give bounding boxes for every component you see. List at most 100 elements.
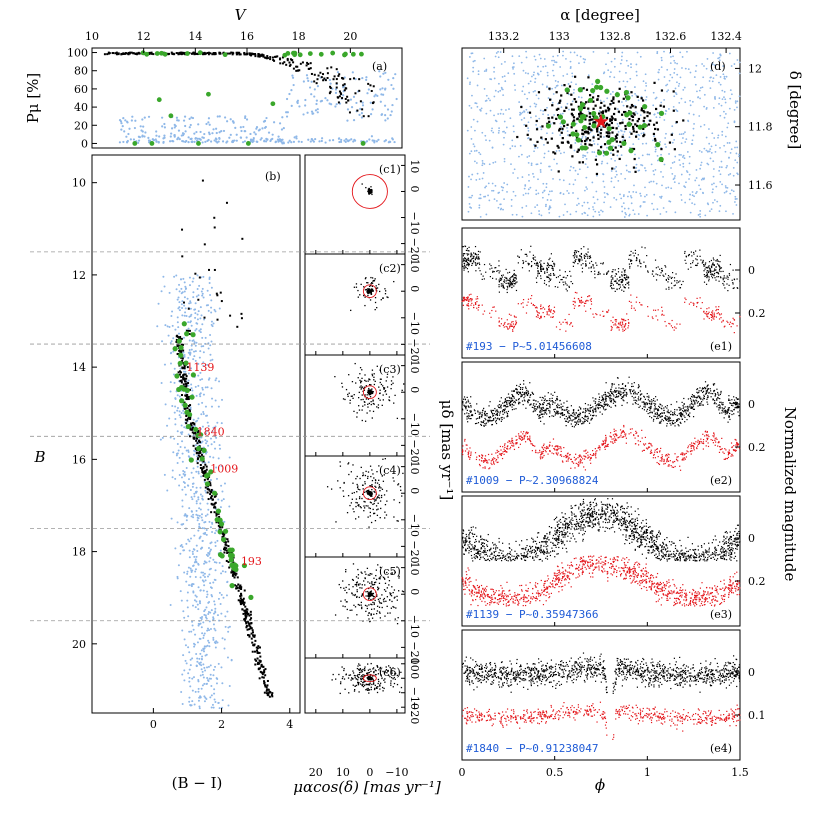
panel-d-field-point <box>603 186 606 188</box>
panel-c-pm-point <box>369 410 371 412</box>
panel-e-red-point <box>514 316 516 318</box>
panel-b-field-point <box>207 425 210 428</box>
panel-b-field-point <box>230 659 233 662</box>
panel-c-pm-point <box>378 283 380 286</box>
panel-d-variable-point <box>593 115 599 121</box>
panel-e-red-point <box>520 303 522 305</box>
panel-c-pm-point <box>352 586 354 588</box>
panel-d-field-point <box>525 205 528 207</box>
panel-d-field-point <box>514 89 517 91</box>
panel-d-member-point <box>647 123 651 126</box>
panel-d-field-point <box>698 115 701 117</box>
panel-c-pm-point <box>373 596 375 598</box>
panel-b-member-point <box>190 422 193 425</box>
panel-a-member-point <box>231 53 234 56</box>
panel-b-field-point <box>203 610 206 613</box>
panel-b-field-point <box>199 602 202 605</box>
panel-a-field-point <box>389 113 392 117</box>
panel-b-field-point <box>194 385 197 388</box>
panel-d-member-point <box>561 137 564 140</box>
panel-c-pm-point <box>365 277 367 279</box>
panel-c-pm-point <box>373 512 376 515</box>
panel-b-field-point <box>191 569 194 572</box>
panel-a-member-point <box>358 89 361 92</box>
panel-b-member-point <box>196 462 199 465</box>
panel-c-pm-point <box>349 399 351 402</box>
panel-a-member-point <box>305 64 308 67</box>
panel-c-pm-point <box>367 581 369 583</box>
panel-b-member-point <box>221 536 224 539</box>
panel-c-pm-point <box>368 387 370 390</box>
panel-c-pm-point <box>396 622 399 625</box>
panel-b-member-point <box>205 465 208 468</box>
panel-b-field-point <box>182 472 185 475</box>
panel-c-pm-point <box>366 607 369 610</box>
panel-c-pm-point <box>398 577 400 579</box>
panel-a-field-point <box>338 140 341 144</box>
panel-c-pm-point <box>376 687 378 689</box>
panel-c-pm-point <box>360 388 362 390</box>
panel-b-field-point <box>176 430 179 433</box>
panel-d-field-point <box>642 132 645 134</box>
panel-d-variable-point <box>598 84 604 91</box>
panel-a-field-point <box>229 133 232 136</box>
panel-d-field-point <box>698 184 700 187</box>
panel-d-member-point <box>535 128 539 131</box>
panel-b-field-point <box>205 533 208 536</box>
panel-d-field-point <box>719 204 722 207</box>
panel-b-field-point <box>211 430 214 433</box>
panel-b-field-point <box>201 632 204 635</box>
panel-b-field-point <box>228 456 231 459</box>
panel-b-field-point <box>226 610 229 613</box>
panel-d-member-point <box>632 112 635 115</box>
panel-c-pm-point <box>348 674 350 676</box>
panel-d-field-point <box>483 195 485 198</box>
panel-c-pm-point <box>366 689 369 691</box>
panel-d-field-point <box>474 102 477 104</box>
panel-d-field-point <box>617 144 620 147</box>
panel-d-field-point <box>678 153 681 156</box>
panel-b-member-point <box>198 455 201 458</box>
panel-c-pm-point <box>383 474 385 476</box>
panel-c-pm-point <box>357 397 360 399</box>
panel-b-field-point <box>201 527 204 530</box>
panel-b-field-point <box>199 317 202 320</box>
panel-c-pm-point <box>367 288 369 290</box>
panel-e-black-point <box>492 271 494 273</box>
panel-d-member-point <box>611 167 614 170</box>
panel-d-member-point <box>635 124 639 127</box>
panel-d-field-point <box>717 134 720 137</box>
panel-b-field-point <box>201 571 204 574</box>
panel-d-field-point <box>620 129 622 132</box>
panel-e-red-point <box>522 299 525 301</box>
panel-a-member-point <box>206 51 209 54</box>
panel-b-member-point <box>180 337 183 340</box>
panel-b-field-point <box>223 520 226 523</box>
panel-d-field-point <box>481 131 484 134</box>
panel-d-member-point <box>541 125 544 128</box>
panel-a-member-point <box>263 56 266 59</box>
panel-d-field-point <box>520 61 523 64</box>
panel-d-field-point <box>466 129 469 132</box>
panel-e-black-point <box>501 274 503 277</box>
panel-c-pm-point <box>362 676 364 678</box>
panel-d-field-point <box>595 190 598 193</box>
panel-c-pm-point <box>379 684 381 686</box>
panel-d-field-point <box>513 84 516 87</box>
panel-b-field-point <box>162 275 165 278</box>
panel-c-pm-point <box>376 497 378 499</box>
panel-d-field-point <box>585 176 588 179</box>
panel-c-pm-point <box>363 500 365 503</box>
panel-d-field-point <box>535 189 538 192</box>
panel-b-field-point <box>195 491 198 494</box>
panel-d-field-point <box>645 98 647 101</box>
panel-c-pm-point <box>388 399 391 402</box>
panel-d-field-point <box>665 110 668 113</box>
panel-b-bright-member-point <box>220 300 223 303</box>
panel-b-field-point <box>180 690 183 693</box>
panel-c-pm-point <box>379 399 381 401</box>
panel-a-member-point <box>172 53 175 56</box>
panel-a-field-point <box>140 129 143 132</box>
panel-c-pm-point <box>358 663 360 665</box>
panel-c-pm-point <box>367 471 370 473</box>
